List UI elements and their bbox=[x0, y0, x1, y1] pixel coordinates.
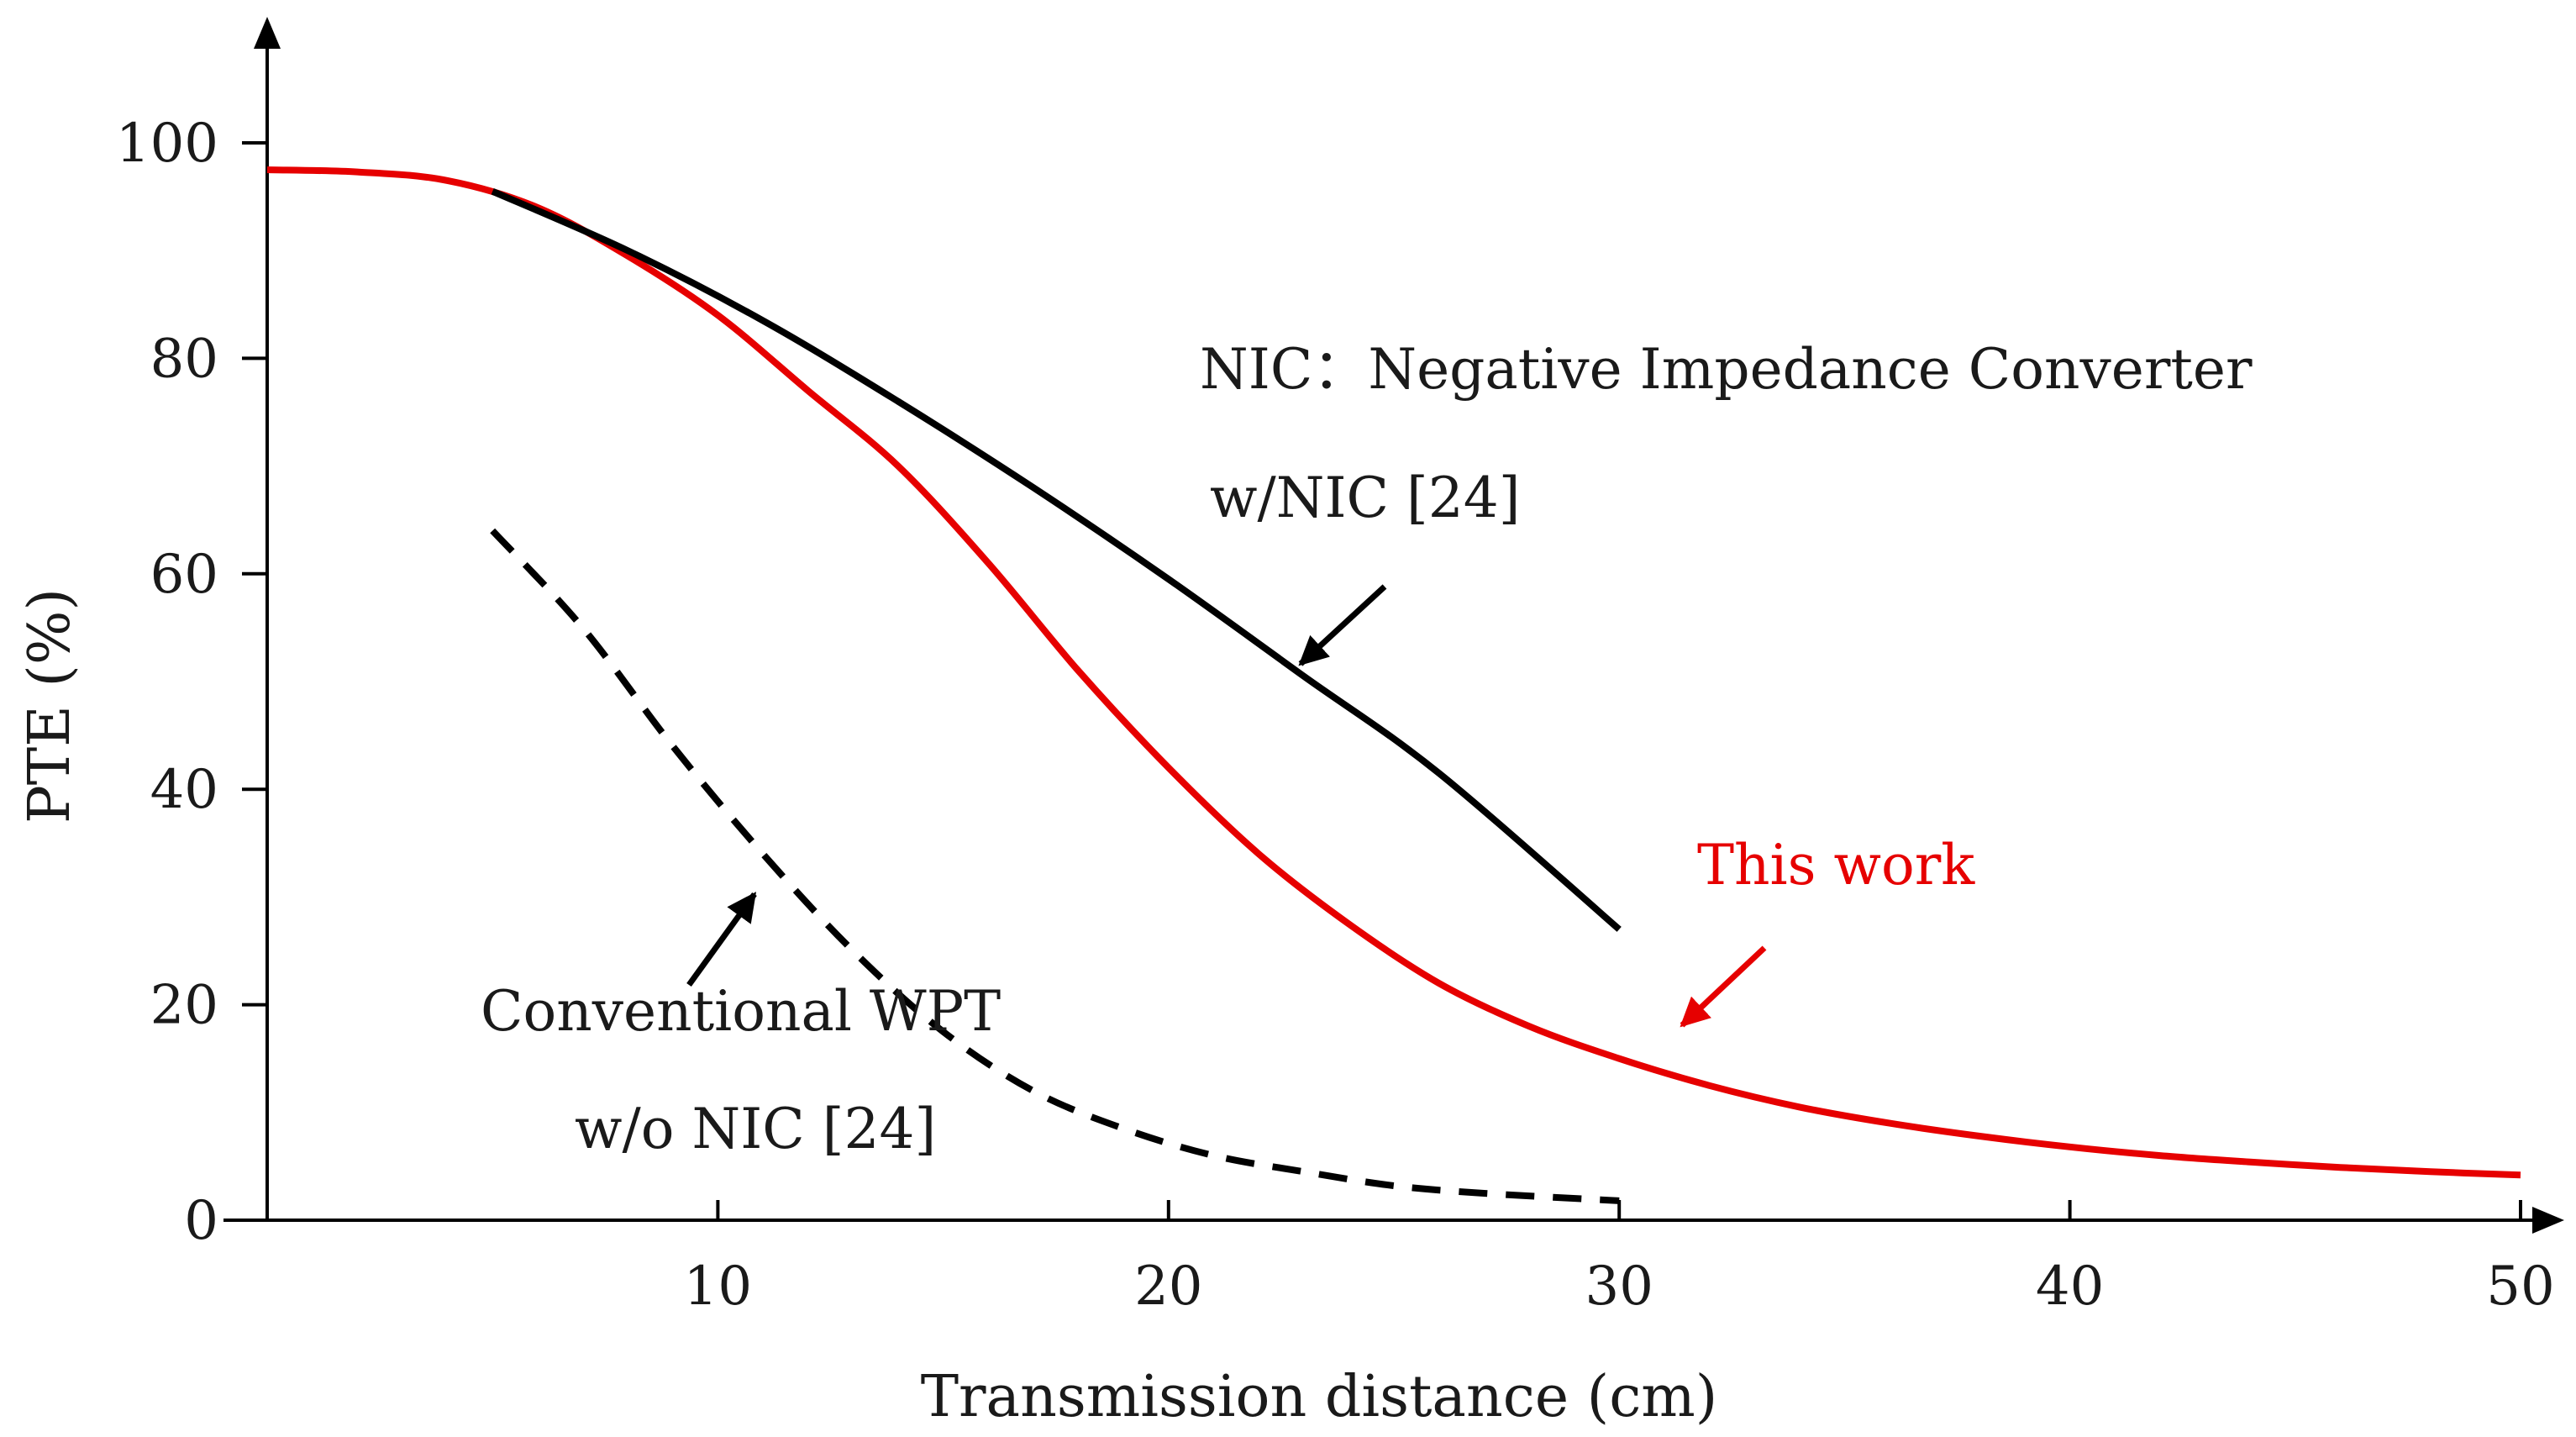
this-work-arrow bbox=[1680, 945, 1767, 1028]
x-tick-label: 20 bbox=[1134, 1255, 1202, 1318]
x-axis-title: Transmission distance (cm) bbox=[921, 1364, 1718, 1430]
series-layer bbox=[266, 166, 2521, 1204]
y-tick-label: 100 bbox=[116, 113, 218, 175]
series-this-work bbox=[266, 166, 2521, 1179]
nic-definition-label: NIC：Negative Impedance Converter bbox=[1200, 337, 2253, 402]
series-with-nic bbox=[491, 188, 1622, 932]
this-work-label: This work bbox=[1697, 833, 1975, 897]
axes bbox=[223, 17, 2564, 1234]
nic-arrow bbox=[1298, 584, 1387, 666]
y-tick-label: 80 bbox=[150, 328, 218, 390]
y-axis-title: PTE (%) bbox=[17, 588, 83, 824]
x-tick-label: 30 bbox=[1585, 1255, 1653, 1318]
series-conventional-without-nic bbox=[490, 528, 1620, 1204]
conventional-label-line1: Conventional WPT bbox=[481, 979, 1001, 1044]
x-tick-label: 10 bbox=[684, 1255, 752, 1318]
ticks bbox=[242, 141, 2522, 1222]
x-tick-label: 40 bbox=[2036, 1255, 2104, 1318]
x-axis-arrowhead bbox=[2532, 1207, 2564, 1234]
y-tick-label: 60 bbox=[150, 544, 218, 606]
y-tick-label: 20 bbox=[150, 975, 218, 1037]
conventional-arrow bbox=[686, 892, 757, 987]
nic-series-label: w/NIC [24] bbox=[1210, 466, 1521, 530]
tick-labels: 10 20 30 40 50 0 20 40 60 80 100 bbox=[116, 113, 2555, 1318]
x-tick-label: 50 bbox=[2486, 1255, 2554, 1318]
y-axis-arrowhead bbox=[254, 17, 281, 49]
y-tick-label: 0 bbox=[184, 1190, 218, 1252]
y-tick-label: 40 bbox=[150, 759, 218, 821]
conventional-label-line2: w/o NIC [24] bbox=[575, 1097, 936, 1161]
